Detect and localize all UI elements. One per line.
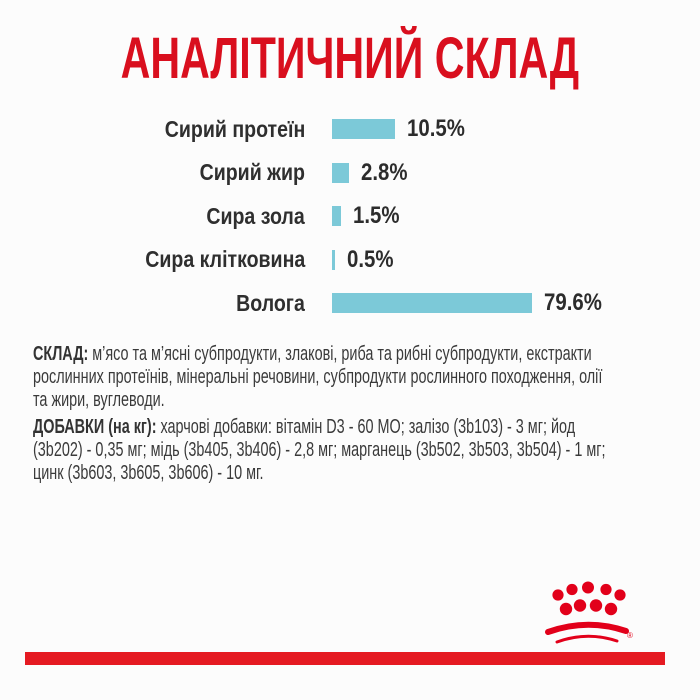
chart-row-value: 2.8% <box>360 158 408 186</box>
chart-row-label: Сирий жир <box>199 159 305 185</box>
crown-lower-arc <box>555 634 619 644</box>
chart-row: Сира зола 1.5% <box>0 202 700 229</box>
body-text: СКЛАД: м’ясо та м’ясні субпродукти, злак… <box>33 343 616 489</box>
footer-red-stripe <box>25 652 665 665</box>
chart-row-label: Сира зола <box>206 202 305 229</box>
additives-label: ДОБАВКИ (на кг): <box>33 416 157 438</box>
chart-row-label: Сирий протеїн <box>164 115 305 142</box>
chart-row: Сирий протеїн 10.5% <box>0 115 700 142</box>
chart-row-label: Сира клітковина <box>144 246 305 272</box>
trademark-symbol: ® <box>627 631 633 640</box>
additives-paragraph: ДОБАВКИ (на кг): харчові добавки: вітамі… <box>33 416 616 485</box>
chart-row: Сира клітковина 0.5% <box>0 246 700 273</box>
additives-text: харчові добавки: вітамін D3 - 60 МО; зал… <box>33 416 606 484</box>
chart-row-label: Волога <box>236 289 305 316</box>
chart-bar <box>332 249 335 270</box>
chart-bar <box>332 206 341 226</box>
analytical-composition-chart: Сирий протеїн 10.5% Сирий жир 2.8% Сира зола… <box>0 115 700 337</box>
crown-dots <box>552 581 626 616</box>
chart-row-value: 79.6% <box>544 289 602 316</box>
chart-row-value: 1.5% <box>353 202 400 229</box>
chart-bar <box>332 293 532 313</box>
page-title: АНАЛІТИЧНИЙ СКЛАД <box>120 26 580 91</box>
chart-bar <box>332 162 349 183</box>
chart-row: Волога 79.6% <box>0 289 700 316</box>
chart-row-value: 0.5% <box>347 245 394 273</box>
composition-paragraph: СКЛАД: м’ясо та м’ясні субпродукти, злак… <box>33 343 616 412</box>
page-title-container: АНАЛІТИЧНИЙ СКЛАД <box>0 30 700 88</box>
crown-band-arc <box>545 621 629 635</box>
composition-text: м’ясо та м’ясні субпродукти, злакові, ри… <box>33 343 603 411</box>
chart-bar <box>332 119 395 139</box>
composition-label: СКЛАД: <box>33 343 89 365</box>
chart-row-value: 10.5% <box>407 115 465 142</box>
royal-canin-crown-logo: ® <box>545 581 633 644</box>
chart-row: Сирий жир 2.8% <box>0 159 700 186</box>
